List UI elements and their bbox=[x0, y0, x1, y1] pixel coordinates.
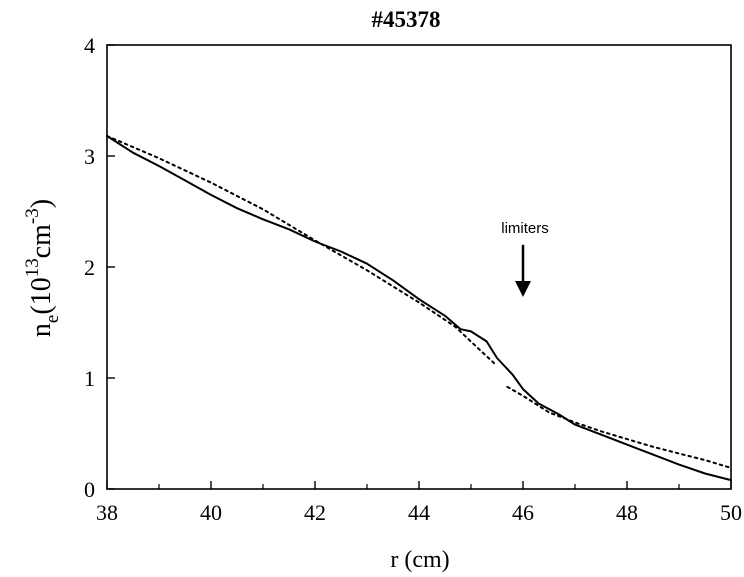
y-label-superscript-2: -3 bbox=[22, 208, 43, 224]
y-label-superscript-1: 13 bbox=[22, 258, 43, 277]
plot-area bbox=[106, 44, 732, 490]
x-tick-label: 48 bbox=[616, 500, 638, 525]
y-tick-label: 1 bbox=[84, 366, 95, 391]
y-tick-label: 3 bbox=[84, 144, 95, 169]
x-tick-label: 46 bbox=[512, 500, 534, 525]
chart-title: #45378 bbox=[372, 7, 441, 32]
y-label-close: ) bbox=[26, 199, 57, 208]
limiters-arrow-icon bbox=[515, 280, 531, 297]
y-tick-label: 0 bbox=[84, 477, 95, 502]
x-tick-label: 42 bbox=[304, 500, 326, 525]
y-label-subscript: e bbox=[42, 315, 63, 323]
y-tick-label: 4 bbox=[84, 33, 95, 58]
y-axis: 0 1 2 3 4 bbox=[84, 33, 115, 502]
x-axis: 38 40 42 44 46 48 50 bbox=[96, 481, 742, 525]
x-tick-label: 38 bbox=[96, 500, 118, 525]
fit-line-1 bbox=[106, 135, 498, 367]
y-tick-label: 2 bbox=[84, 255, 95, 280]
x-tick-label: 44 bbox=[408, 500, 430, 525]
y-axis-label: ne(1013cm-3) bbox=[22, 199, 63, 337]
x-axis-label: r (cm) bbox=[390, 547, 449, 573]
x-tick-label: 50 bbox=[720, 500, 742, 525]
series-layer bbox=[106, 135, 732, 482]
x-tick-label: 40 bbox=[200, 500, 222, 525]
y-label-base: n bbox=[26, 323, 57, 337]
fit-line-2 bbox=[506, 385, 732, 469]
y-label-unit: cm bbox=[26, 224, 57, 258]
measured-line-0 bbox=[106, 135, 732, 482]
annotation-layer: limiters bbox=[501, 220, 549, 297]
limiters-label: limiters bbox=[501, 220, 549, 237]
y-label-open: (10 bbox=[26, 277, 57, 314]
